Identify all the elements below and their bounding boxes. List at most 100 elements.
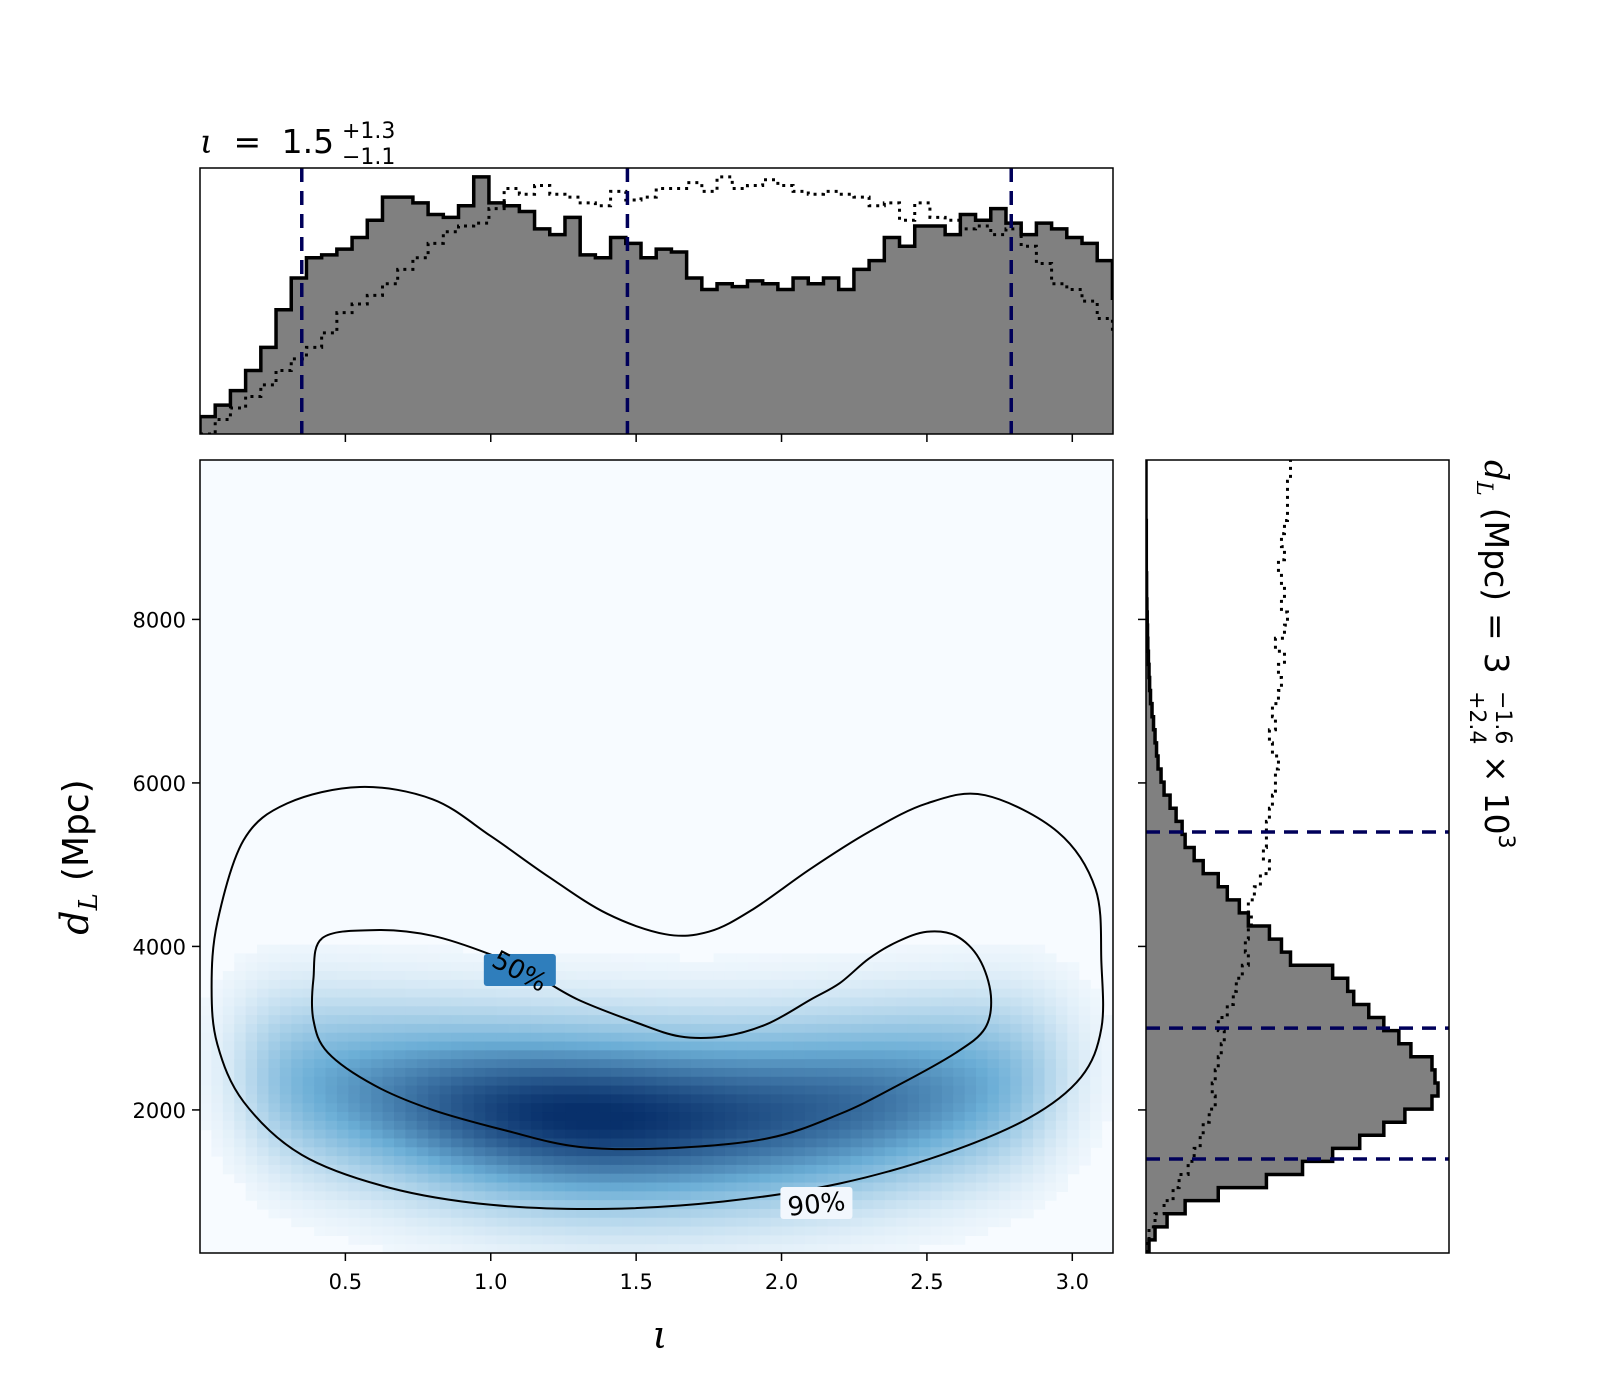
heatmap-cell bbox=[1044, 971, 1057, 981]
heatmap-cell bbox=[1033, 1085, 1046, 1095]
heatmap-cell bbox=[861, 1156, 874, 1166]
heatmap-cell bbox=[451, 1226, 464, 1236]
heatmap-cell bbox=[462, 1191, 475, 1201]
heatmap-cell bbox=[451, 1244, 464, 1253]
heatmap-cell bbox=[519, 1006, 532, 1016]
heatmap-cell bbox=[976, 1129, 989, 1140]
heatmap-cell bbox=[827, 1120, 840, 1131]
heatmap-cell bbox=[439, 1244, 452, 1253]
heatmap-cell bbox=[576, 1244, 589, 1253]
heatmap-cell bbox=[599, 979, 612, 990]
heatmap-cell bbox=[291, 1050, 304, 1060]
heatmap-cell bbox=[382, 1041, 395, 1051]
heatmap-cell bbox=[633, 1173, 646, 1184]
heatmap-cell bbox=[713, 1129, 726, 1140]
top-histogram-bar bbox=[899, 246, 916, 434]
heatmap-cell bbox=[713, 1006, 726, 1016]
heatmap-cell bbox=[588, 1200, 601, 1210]
heatmap-cell bbox=[279, 979, 292, 990]
heatmap-cell bbox=[1044, 1015, 1057, 1025]
heatmap-cell bbox=[451, 1059, 464, 1069]
heatmap-cell bbox=[496, 1147, 509, 1157]
heatmap-cell bbox=[576, 971, 589, 981]
heatmap-cell bbox=[439, 988, 452, 999]
heatmap-cell bbox=[896, 1076, 909, 1087]
heatmap-cell bbox=[622, 1147, 635, 1157]
heatmap-cell bbox=[827, 1015, 840, 1025]
heatmap-cell bbox=[1055, 1094, 1068, 1104]
heatmap-cell bbox=[998, 953, 1011, 963]
heatmap-cell bbox=[439, 1067, 452, 1078]
heatmap-cell bbox=[736, 1244, 749, 1253]
heatmap-cell bbox=[1021, 1164, 1034, 1175]
heatmap-cell bbox=[998, 1094, 1011, 1104]
heatmap-cell bbox=[633, 988, 646, 999]
heatmap-cell bbox=[816, 1147, 829, 1157]
heatmap-cell bbox=[519, 1067, 532, 1078]
heatmap-cell bbox=[713, 1164, 726, 1175]
heatmap-cell bbox=[473, 1138, 486, 1148]
heatmap-cell bbox=[1033, 1182, 1046, 1192]
heatmap-cell bbox=[690, 1173, 703, 1184]
heatmap-cell bbox=[633, 962, 646, 972]
heatmap-cell bbox=[896, 1208, 909, 1219]
heatmap-cell bbox=[645, 1147, 658, 1157]
heatmap-cell bbox=[873, 1032, 886, 1043]
heatmap-cell bbox=[588, 1226, 601, 1236]
heatmap-cell bbox=[508, 1156, 521, 1166]
heatmap-cell bbox=[428, 953, 441, 963]
top-histogram-bar bbox=[580, 254, 596, 434]
heatmap-cell bbox=[930, 1138, 943, 1148]
heatmap-cell bbox=[336, 1112, 349, 1122]
heatmap-cell bbox=[918, 1138, 931, 1148]
heatmap-cell bbox=[428, 979, 441, 990]
heatmap-cell bbox=[816, 1235, 829, 1245]
top-histogram-bar bbox=[291, 278, 307, 434]
heatmap-cell bbox=[599, 1067, 612, 1078]
heatmap-cell bbox=[713, 1041, 726, 1051]
right-histogram-bar bbox=[1146, 1174, 1267, 1189]
heatmap-cell bbox=[610, 1208, 623, 1219]
heatmap-cell bbox=[782, 1076, 795, 1087]
heatmap-cell bbox=[1021, 1006, 1034, 1016]
heatmap-cell bbox=[759, 997, 772, 1007]
heatmap-cell bbox=[1090, 1129, 1103, 1140]
heatmap-cell bbox=[325, 1006, 338, 1016]
heatmap-cell bbox=[336, 962, 349, 972]
heatmap-cell bbox=[610, 1138, 623, 1148]
y-tick-label: 6000 bbox=[133, 772, 186, 796]
heatmap-cell bbox=[839, 1067, 852, 1078]
heatmap-cell bbox=[234, 1103, 247, 1113]
heatmap-cell bbox=[565, 1217, 578, 1228]
title-median: 1.5 bbox=[282, 122, 334, 161]
heatmap-cell bbox=[964, 1217, 977, 1228]
heatmap-cell bbox=[713, 1076, 726, 1087]
heatmap-cell bbox=[336, 988, 349, 999]
heatmap-cell bbox=[896, 962, 909, 972]
heatmap-cell bbox=[656, 1147, 669, 1157]
heatmap-cell bbox=[485, 1244, 498, 1253]
heatmap-cell bbox=[257, 1129, 270, 1140]
heatmap-cell bbox=[930, 1147, 943, 1157]
heatmap-cell bbox=[1021, 1041, 1034, 1051]
heatmap-cell bbox=[770, 1235, 783, 1245]
heatmap-cell bbox=[918, 1050, 931, 1060]
heatmap-cell bbox=[953, 1067, 966, 1078]
heatmap-cell bbox=[953, 1200, 966, 1210]
heatmap-cell bbox=[793, 1226, 806, 1236]
heatmap-cell bbox=[930, 997, 943, 1007]
heatmap-cell bbox=[998, 1208, 1011, 1219]
heatmap-cell bbox=[804, 979, 817, 990]
heatmap-cell bbox=[827, 1094, 840, 1104]
heatmap-cell bbox=[336, 1191, 349, 1201]
heatmap-cell bbox=[804, 1076, 817, 1087]
heatmap-cell bbox=[553, 1076, 566, 1087]
heatmap-cell bbox=[302, 1120, 315, 1131]
heatmap-cell bbox=[702, 979, 715, 990]
heatmap-cell bbox=[690, 962, 703, 972]
heatmap-cell bbox=[759, 1023, 772, 1034]
heatmap-cell bbox=[588, 1182, 601, 1192]
heatmap-cell bbox=[690, 1156, 703, 1166]
heatmap-cell bbox=[690, 1112, 703, 1122]
heatmap-cell bbox=[816, 1138, 829, 1148]
